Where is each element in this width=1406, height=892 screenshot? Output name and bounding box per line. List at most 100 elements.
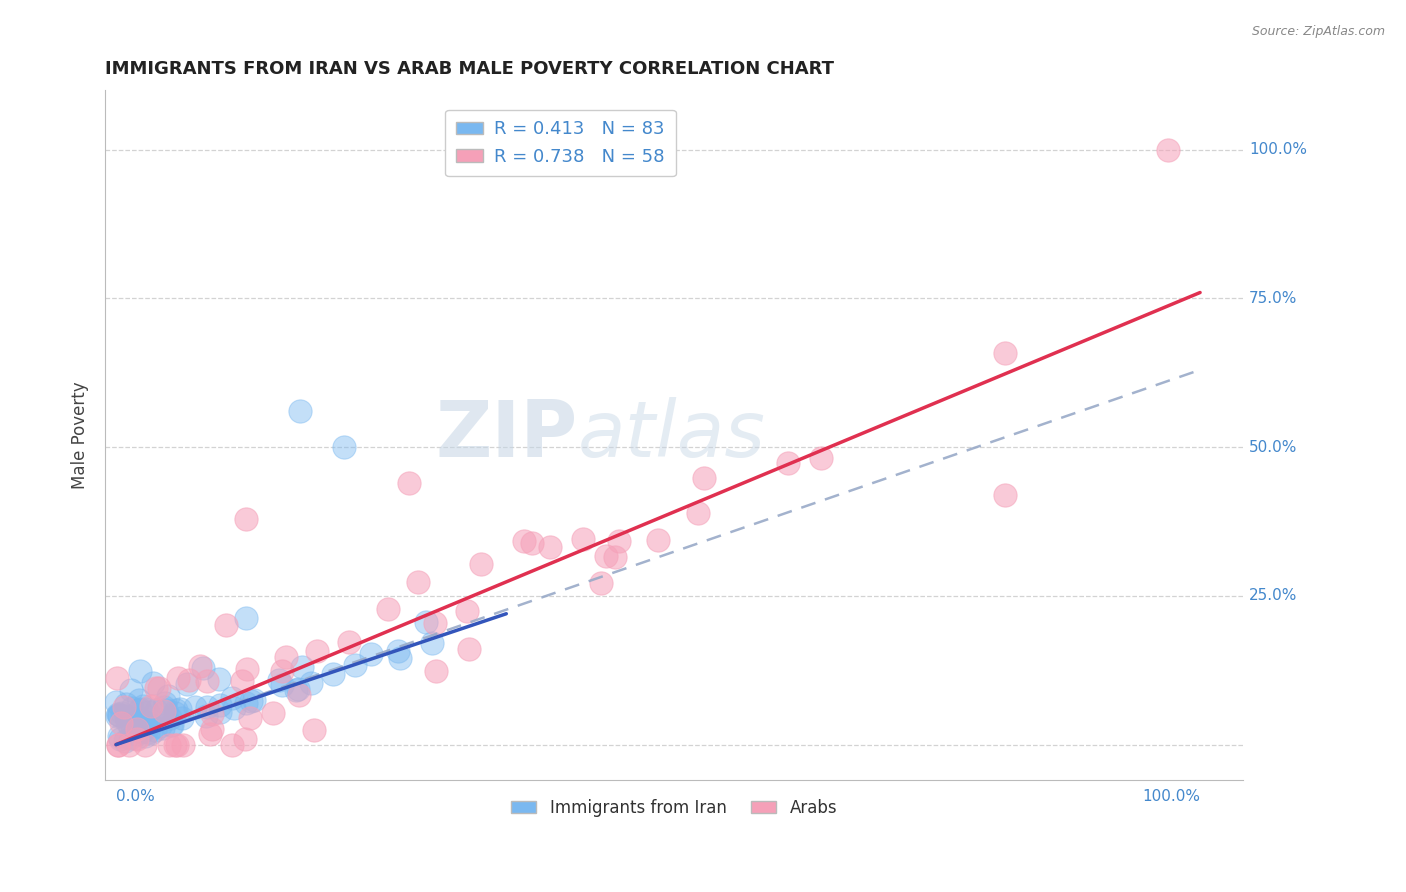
Point: [139, 726, 162, 740]
Point: [398, 475, 420, 490]
Point: [159, 711, 181, 725]
Text: 50.0%: 50.0%: [1249, 440, 1298, 455]
Point: [470, 557, 492, 571]
Point: [129, 723, 152, 738]
Point: [221, 691, 243, 706]
Point: [778, 456, 800, 470]
Point: [209, 706, 232, 720]
Point: [172, 738, 194, 752]
Text: 100.0%: 100.0%: [1142, 789, 1201, 805]
Point: [406, 575, 429, 590]
Y-axis label: Male Poverty: Male Poverty: [72, 382, 89, 489]
Point: [121, 718, 143, 732]
Point: [111, 706, 134, 720]
Point: [134, 729, 156, 743]
Point: [110, 732, 132, 747]
Point: [120, 731, 142, 745]
Point: [572, 532, 595, 546]
Point: [142, 675, 165, 690]
Point: [195, 673, 218, 688]
Point: [425, 665, 447, 679]
Point: [148, 681, 170, 696]
Point: [994, 345, 1017, 359]
Text: 25.0%: 25.0%: [1249, 589, 1298, 603]
Point: [337, 635, 360, 649]
Point: [191, 661, 214, 675]
Point: [236, 662, 259, 676]
Point: [607, 534, 630, 549]
Point: [243, 693, 266, 707]
Point: [125, 722, 148, 736]
Point: [221, 738, 243, 752]
Point: [304, 723, 326, 738]
Point: [125, 711, 148, 725]
Point: [135, 702, 157, 716]
Point: [127, 732, 149, 747]
Point: [169, 702, 191, 716]
Point: [994, 488, 1017, 502]
Point: [305, 644, 328, 658]
Point: [121, 701, 143, 715]
Point: [222, 701, 245, 715]
Point: [128, 703, 150, 717]
Point: [115, 709, 138, 723]
Point: [647, 533, 669, 547]
Point: [163, 706, 186, 721]
Point: [166, 738, 188, 752]
Point: [208, 672, 231, 686]
Point: [239, 711, 262, 725]
Point: [153, 699, 176, 714]
Point: [686, 506, 709, 520]
Point: [115, 698, 138, 712]
Point: [167, 671, 190, 685]
Point: [125, 727, 148, 741]
Point: [513, 533, 536, 548]
Point: [153, 704, 176, 718]
Point: [118, 738, 141, 752]
Point: [176, 677, 198, 691]
Point: [377, 601, 399, 615]
Text: 0.0%: 0.0%: [117, 789, 155, 805]
Point: [118, 720, 141, 734]
Point: [287, 682, 309, 697]
Point: [233, 731, 256, 746]
Point: [389, 651, 412, 665]
Point: [160, 717, 183, 731]
Point: [134, 718, 156, 732]
Point: [420, 636, 443, 650]
Point: [290, 404, 312, 418]
Point: [138, 717, 160, 731]
Point: [136, 705, 159, 719]
Point: [322, 667, 344, 681]
Point: [360, 648, 382, 662]
Point: [522, 536, 544, 550]
Point: [136, 724, 159, 739]
Point: [299, 676, 322, 690]
Point: [284, 682, 307, 697]
Point: [692, 471, 714, 485]
Point: [108, 708, 131, 723]
Point: [136, 718, 159, 732]
Point: [108, 729, 131, 743]
Point: [235, 611, 257, 625]
Point: [128, 693, 150, 707]
Text: atlas: atlas: [578, 397, 765, 474]
Point: [332, 440, 354, 454]
Text: ZIP: ZIP: [436, 397, 578, 474]
Point: [145, 703, 167, 717]
Point: [155, 696, 177, 710]
Point: [131, 714, 153, 729]
Point: [387, 644, 409, 658]
Point: [165, 703, 187, 717]
Point: [170, 711, 193, 725]
Point: [135, 717, 157, 731]
Point: [177, 673, 200, 687]
Point: [107, 738, 129, 752]
Point: [200, 706, 222, 721]
Point: [125, 722, 148, 736]
Point: [215, 618, 238, 632]
Point: [165, 738, 187, 752]
Point: [209, 698, 232, 713]
Point: [125, 731, 148, 745]
Point: [112, 700, 135, 714]
